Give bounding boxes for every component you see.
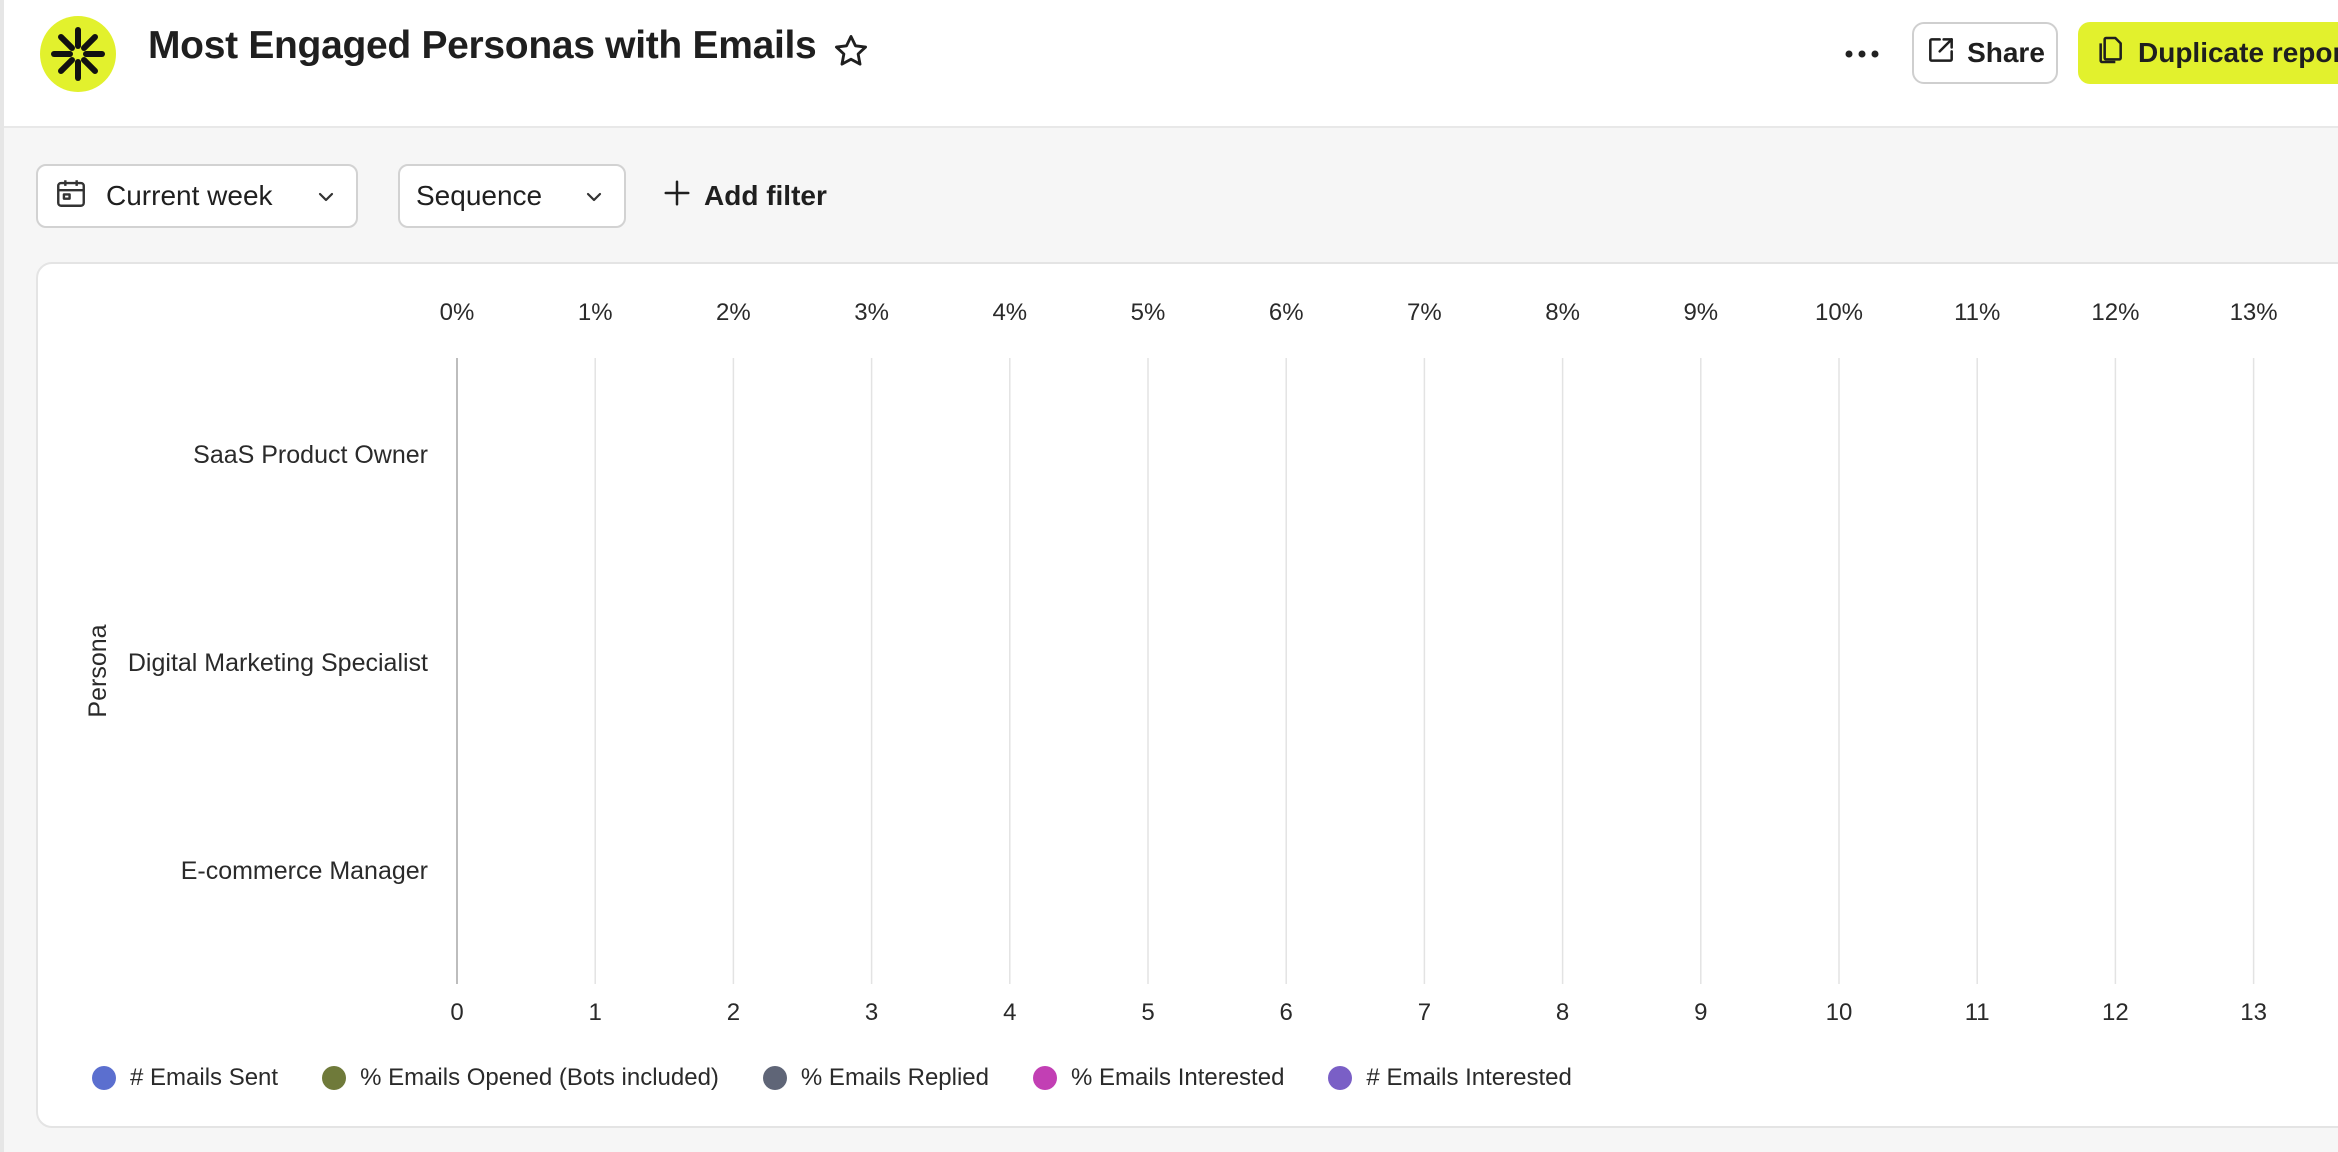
window-edge [0, 0, 4, 1152]
date-range-value: Current week [106, 180, 273, 211]
y-axis-label: Persona [84, 624, 112, 717]
x-tick-bottom-label: 7 [1418, 999, 1431, 1026]
x-tick-bottom-label: 3 [865, 999, 878, 1026]
date-range-dropdown[interactable]: Current week [36, 164, 358, 228]
x-tick-top-label: 5% [1131, 299, 1166, 326]
plus-icon [662, 178, 692, 215]
legend-item[interactable]: % Emails Opened (Bots included) [322, 1064, 719, 1092]
chart-legend: # Emails Sent % Emails Opened (Bots inclu… [92, 1064, 1572, 1092]
logo-icon[interactable] [40, 16, 116, 92]
x-tick-top-label: 12% [2091, 299, 2139, 326]
share-icon [1925, 34, 1957, 73]
legend-item[interactable]: # Emails Interested [1328, 1064, 1572, 1092]
x-tick-bottom-label: 0 [450, 999, 463, 1026]
x-tick-bottom-label: 5 [1141, 999, 1154, 1026]
category-label: Digital Marketing Specialist [128, 649, 428, 677]
legend-swatch [762, 1066, 787, 1090]
x-tick-top-label: 13% [2230, 299, 2278, 326]
duplicate-report-button[interactable]: Duplicate report [2078, 22, 2338, 84]
legend-item[interactable]: % Emails Replied [762, 1064, 989, 1092]
x-tick-top-label: 7% [1407, 299, 1442, 326]
duplicate-label: Duplicate report [2138, 37, 2338, 68]
x-tick-top-label: 9% [1683, 299, 1718, 326]
legend-item[interactable]: # Emails Sent [92, 1064, 278, 1092]
report-header: Most Engaged Personas with Emails Share … [4, 0, 2338, 128]
x-tick-top-label: 2% [716, 299, 751, 326]
legend-swatch [1328, 1066, 1353, 1090]
legend-swatch [1033, 1066, 1057, 1090]
x-tick-bottom-label: 13 [2240, 999, 2267, 1026]
x-tick-top-label: 1% [578, 299, 613, 326]
x-tick-bottom-label: 2 [727, 999, 740, 1026]
x-tick-top-label: 10% [1815, 299, 1863, 326]
chevron-down-icon [314, 184, 338, 216]
more-icon[interactable] [1840, 32, 1884, 76]
legend-label: % Emails Interested [1071, 1064, 1285, 1091]
chevron-down-icon [582, 184, 606, 216]
x-tick-top-label: 3% [854, 299, 889, 326]
x-tick-top-label: 6% [1269, 299, 1304, 326]
legend-label: % Emails Opened (Bots included) [360, 1064, 719, 1091]
x-tick-top-label: 8% [1545, 299, 1580, 326]
x-tick-top-label: 11% [1954, 299, 2000, 326]
legend-label: # Emails Sent [130, 1064, 279, 1091]
sequence-dropdown[interactable]: Sequence [398, 164, 626, 228]
x-tick-bottom-label: 10 [1826, 999, 1853, 1026]
category-label: SaaS Product Owner [193, 441, 428, 469]
category-label: E-commerce Manager [181, 857, 428, 885]
page-title: Most Engaged Personas with Emails [148, 24, 817, 67]
x-tick-bottom-label: 1 [589, 999, 602, 1026]
x-tick-bottom-label: 4 [1003, 999, 1016, 1026]
calendar-icon [54, 176, 88, 217]
copy-icon [2094, 34, 2126, 73]
x-tick-top-label: 0% [440, 299, 475, 326]
legend-item[interactable]: % Emails Interested [1033, 1064, 1284, 1092]
x-tick-bottom-label: 6 [1280, 999, 1293, 1026]
legend-label: % Emails Replied [800, 1064, 989, 1091]
legend-swatch [322, 1066, 347, 1090]
x-tick-top-label: 4% [992, 299, 1027, 326]
add-filter-label: Add filter [704, 180, 827, 211]
share-button[interactable]: Share [1912, 22, 2058, 84]
share-label: Share [1967, 37, 2045, 68]
star-icon[interactable] [832, 32, 870, 70]
x-tick-bottom-label: 8 [1556, 999, 1569, 1026]
x-tick-bottom-label: 12 [2102, 999, 2129, 1026]
legend-swatch [92, 1066, 116, 1090]
legend-label: # Emails Interested [1366, 1064, 1572, 1091]
x-tick-bottom-label: 9 [1694, 999, 1707, 1026]
sequence-value: Sequence [416, 180, 543, 211]
add-filter-button[interactable]: Add filter [662, 176, 827, 216]
x-tick-bottom-label: 11 [1965, 999, 1990, 1026]
